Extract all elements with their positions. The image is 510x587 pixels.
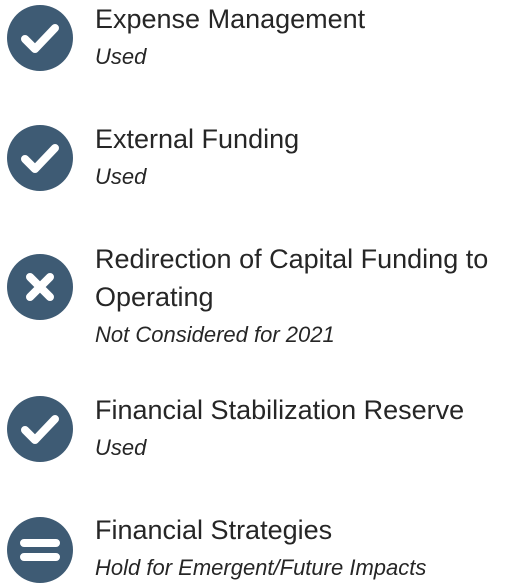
item-status: Not Considered for 2021 xyxy=(95,322,335,347)
check-icon xyxy=(7,5,73,71)
item-status: Used xyxy=(95,44,147,69)
item-title: External Funding xyxy=(95,124,300,154)
item-title: Financial Strategies xyxy=(95,515,333,545)
item-text: External Funding Used xyxy=(95,120,507,196)
item-status: Used xyxy=(95,164,147,189)
check-icon xyxy=(7,396,73,462)
item-text: Financial Strategies Hold for Emergent/F… xyxy=(95,511,507,587)
item-text: Expense Management Used xyxy=(95,0,507,76)
check-icon xyxy=(7,125,73,191)
item-text: Redirection of Capital Funding to Operat… xyxy=(95,240,507,354)
item-title: Redirection of Capital Funding to Operat… xyxy=(95,244,489,312)
cross-icon xyxy=(7,254,73,320)
item-title: Financial Stabilization Reserve xyxy=(95,395,465,425)
item-text: Financial Stabilization Reserve Used xyxy=(95,391,507,467)
item-status: Hold for Emergent/Future Impacts xyxy=(95,555,427,580)
equals-icon xyxy=(7,517,73,583)
item-title: Expense Management xyxy=(95,4,366,34)
item-status: Used xyxy=(95,435,147,460)
